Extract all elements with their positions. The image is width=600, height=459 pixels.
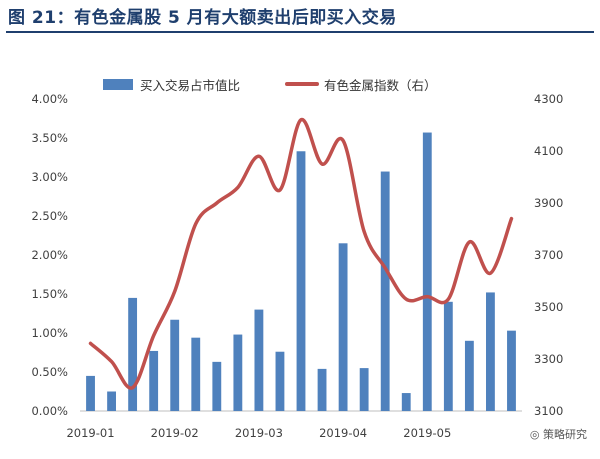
legend: 买入交易占市值比 有色金属指数（右） — [103, 78, 437, 93]
bar — [170, 319, 180, 411]
bar-series — [86, 132, 516, 412]
bar — [149, 350, 159, 411]
x-tick-label: 2019-05 — [403, 426, 451, 440]
bar — [128, 297, 138, 411]
x-tick-label: 2019-04 — [319, 426, 367, 440]
y-left-tick-label: 2.50% — [31, 209, 68, 223]
wechat-icon: ◎ — [529, 428, 540, 441]
y-right-tick-label: 3700 — [534, 248, 563, 262]
bar — [380, 171, 390, 411]
bar — [191, 337, 201, 411]
y-right-tick-label: 4300 — [534, 92, 563, 106]
index-line — [88, 118, 514, 390]
bar — [401, 393, 411, 411]
y-right-tick-label: 3900 — [534, 196, 563, 210]
y-left-tick-label: 3.50% — [31, 131, 68, 145]
legend-bar-swatch — [103, 79, 133, 90]
x-tick-label: 2019-02 — [151, 426, 199, 440]
figure-title: 图 21：有色金属股 5 月有大额卖出后即买入交易 — [8, 8, 397, 28]
bar — [86, 375, 95, 411]
right-axis: 3100 3300 3500 3700 3900 4100 4300 — [534, 92, 563, 418]
bar — [422, 132, 432, 412]
y-left-tick-label: 3.00% — [31, 170, 68, 184]
line-series — [88, 118, 514, 390]
bar — [254, 309, 264, 411]
bar — [507, 330, 516, 411]
bar — [359, 368, 369, 411]
watermark: ◎ 策略研究 — [526, 425, 590, 443]
bar — [296, 151, 306, 411]
y-left-tick-label: 1.00% — [31, 326, 68, 340]
watermark-text: 策略研究 — [543, 428, 587, 441]
y-right-tick-label: 3100 — [534, 404, 563, 418]
y-left-tick-label: 4.00% — [31, 92, 68, 106]
legend-line-label: 有色金属指数（右） — [324, 78, 437, 93]
bar — [233, 334, 243, 411]
legend-bar-label: 买入交易占市值比 — [140, 78, 240, 93]
x-tick-label: 2019-01 — [66, 426, 114, 440]
x-axis: 2019-01 2019-02 2019-03 2019-04 2019-05 — [66, 426, 451, 440]
y-left-tick-label: 0.00% — [31, 404, 68, 418]
bar — [107, 391, 116, 411]
y-left-tick-label: 1.50% — [31, 287, 68, 301]
y-left-tick-label: 2.00% — [31, 248, 68, 262]
y-right-tick-label: 3300 — [534, 352, 563, 366]
bar — [338, 243, 348, 411]
bar — [443, 301, 453, 411]
y-right-tick-label: 4100 — [534, 144, 563, 158]
bar — [486, 292, 495, 411]
bar — [317, 368, 327, 411]
bar — [212, 361, 222, 411]
left-axis: 0.00% 0.50% 1.00% 1.50% 2.00% 2.50% 3.00% 3.50%… — [31, 92, 68, 418]
bar — [464, 340, 474, 411]
y-right-tick-label: 3500 — [534, 300, 563, 314]
title-rule — [6, 31, 594, 33]
y-left-tick-label: 0.50% — [31, 365, 68, 379]
x-tick-label: 2019-03 — [235, 426, 283, 440]
bar — [275, 351, 285, 411]
